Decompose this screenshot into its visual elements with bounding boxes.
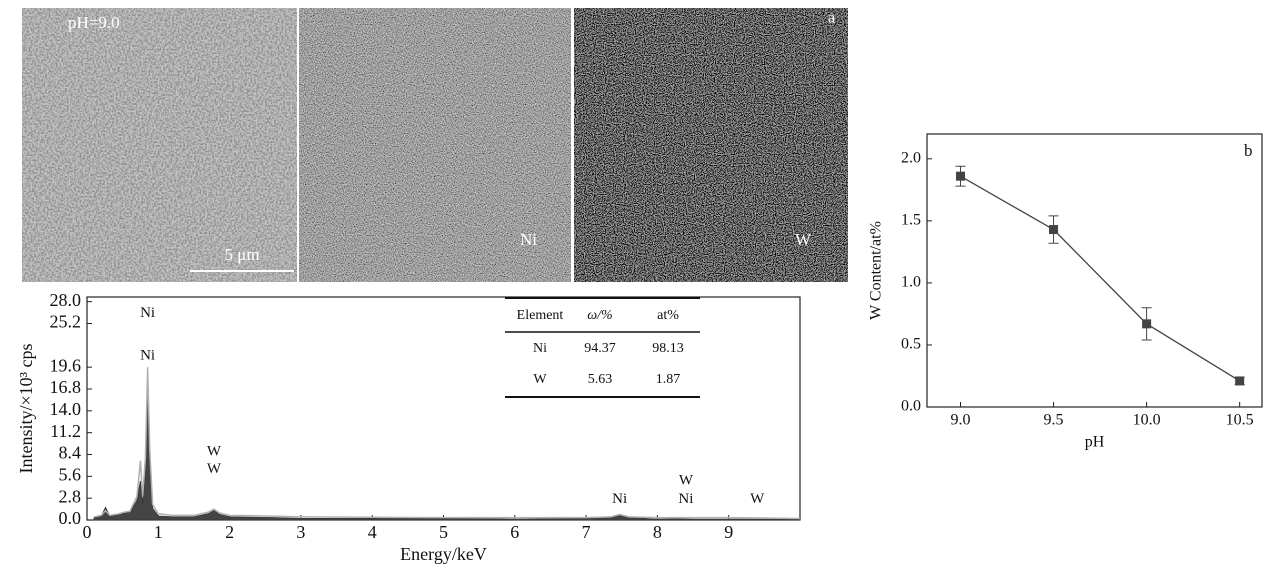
x-tick-label: 9.5 [1044, 412, 1064, 429]
y-tick-label: 16.8 [50, 377, 82, 397]
x-tick-label: 1 [154, 522, 163, 542]
y-tick-label: 25.2 [50, 312, 82, 332]
peak-label: W [750, 491, 765, 507]
data-point [1049, 225, 1059, 235]
peak-label: Ni [140, 348, 155, 364]
x-tick-label: 9 [724, 522, 733, 542]
peak-label: Ni [612, 491, 627, 507]
peak-label: W [679, 472, 694, 488]
panel-label: a [828, 10, 835, 27]
plot-frame [926, 133, 1263, 408]
table-header: at% [657, 308, 679, 323]
y-tick-label: 28.0 [50, 290, 82, 310]
x-tick-label: 8 [653, 522, 662, 542]
micrograph-label: W [795, 230, 812, 249]
y-axis-label: W Content/at% [868, 221, 885, 320]
micrograph-sem: pH=9.0 5 μm [22, 8, 297, 282]
peak-label: Ni [678, 491, 693, 507]
y-tick-label: 1.0 [901, 274, 921, 291]
y-tick-label: 2.8 [59, 486, 82, 506]
panel-label: b [1244, 141, 1253, 160]
table-cell: 94.37 [584, 341, 616, 356]
y-tick-label: 8.4 [59, 443, 82, 463]
micrograph-w: W a [574, 8, 848, 282]
y-tick-label: 11.2 [50, 421, 81, 441]
y-tick-label: 2.0 [901, 149, 921, 166]
data-point [1235, 376, 1245, 386]
x-tick-label: 10.5 [1226, 412, 1254, 429]
x-tick-label: 6 [510, 522, 519, 542]
y-tick-label: 19.6 [50, 355, 82, 375]
table-cell: 98.13 [652, 341, 684, 356]
y-axis-label: Intensity/×10³ cps [16, 343, 36, 473]
table-cell: W [533, 372, 547, 387]
micrograph-ni: Ni [299, 8, 571, 282]
x-tick-label: 7 [582, 522, 591, 542]
micrograph-label: Ni [520, 230, 537, 249]
spectrum-line [93, 367, 801, 520]
y-tick-label: 0.5 [901, 336, 921, 353]
x-tick-label: 0 [83, 522, 92, 542]
table-header: ω/% [587, 308, 612, 323]
table-cell: 5.63 [588, 372, 613, 387]
y-tick-label: 0.0 [901, 398, 921, 415]
x-tick-label: 3 [296, 522, 305, 542]
data-point [1142, 319, 1152, 329]
table-cell: Ni [533, 341, 547, 356]
data-line [960, 175, 1241, 382]
table-header: Element [517, 308, 564, 323]
table-cell: 1.87 [656, 372, 681, 387]
x-axis-label: Energy/keV [400, 544, 487, 564]
y-tick-label: 14.0 [50, 399, 82, 419]
x-tick-label: 9.0 [951, 412, 971, 429]
plot-frame [86, 296, 801, 521]
x-tick-label: 2 [225, 522, 234, 542]
peak-label: W [207, 444, 222, 460]
x-tick-label: 10.0 [1133, 412, 1161, 429]
scale-bar-label: 5 μm [224, 245, 259, 264]
y-tick-label: 0.0 [59, 508, 82, 528]
peak-label: Ni [140, 305, 155, 321]
micrograph-label: pH=9.0 [68, 13, 120, 32]
peak-label: W [207, 461, 222, 477]
x-axis-label: pH [1085, 434, 1105, 451]
data-point [956, 171, 965, 181]
y-tick-label: 5.6 [59, 464, 82, 484]
x-tick-label: 5 [439, 522, 448, 542]
x-tick-label: 4 [368, 522, 377, 542]
y-tick-label: 1.5 [901, 212, 921, 229]
